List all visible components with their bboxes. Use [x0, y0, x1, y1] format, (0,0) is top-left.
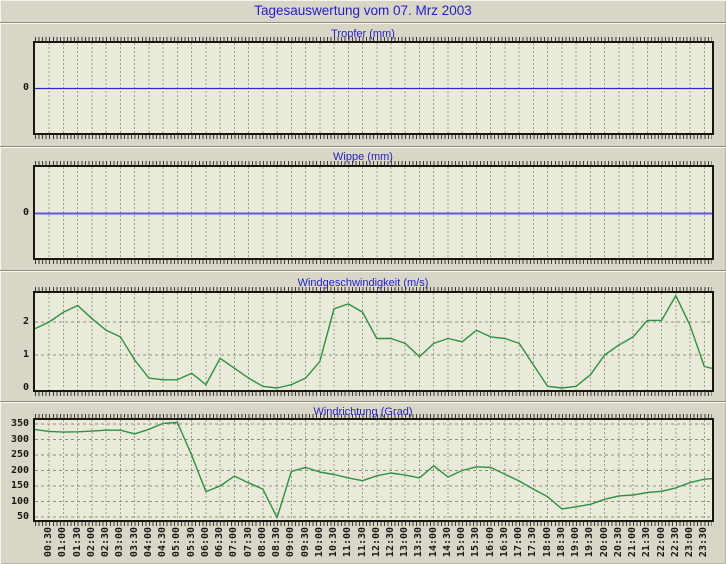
chart-canvas: [35, 167, 712, 258]
series-line: [35, 294, 712, 389]
axis-minor-ticks: [35, 522, 712, 526]
y-tick-label: 200: [10, 464, 29, 476]
axis-minor-ticks: [35, 392, 712, 396]
x-tick-label: 09:00: [285, 526, 297, 558]
divider: [0, 22, 726, 24]
x-tick-label: 17:00: [513, 526, 525, 558]
axis-minor-ticks: [35, 37, 712, 41]
x-tick-label: 20:00: [598, 526, 610, 558]
x-tick-label: 07:30: [242, 526, 254, 558]
x-tick-label: 11:00: [342, 526, 354, 558]
y-tick-label: 0: [22, 206, 29, 218]
x-tick-label: 12:00: [370, 526, 382, 558]
axis-minor-ticks: [35, 135, 712, 139]
chart-canvas: [35, 293, 712, 390]
y-tick-label: 0: [22, 382, 29, 393]
x-tick-label: 21:00: [627, 526, 639, 558]
x-tick-label: 00:30: [43, 526, 55, 558]
x-tick-label: 06:00: [199, 526, 211, 558]
x-tick-label: 06:30: [214, 526, 226, 558]
x-tick-label: 01:00: [57, 526, 69, 558]
x-tick-label: 11:30: [356, 526, 368, 558]
x-tick-label: 02:00: [85, 526, 97, 558]
x-tick-label: 15:00: [456, 526, 468, 558]
chart-canvas: [35, 43, 712, 133]
x-tick-label: 12:30: [385, 526, 396, 558]
x-tick-label: 19:00: [570, 526, 582, 558]
x-tick-label: 10:30: [328, 526, 340, 558]
x-tick-label: 20:30: [612, 526, 624, 558]
y-tick-label: 300: [10, 433, 29, 445]
x-tick-label: 10:00: [313, 526, 325, 558]
x-tick-label: 08:30: [271, 526, 283, 558]
x-tick-label: 08:00: [256, 526, 268, 558]
y-tick-label: 250: [10, 449, 29, 460]
x-tick-label: 19:30: [584, 526, 596, 558]
x-tick-label: 13:30: [413, 526, 425, 558]
page-title: Tagesauswertung vom 07. Mrz 2003: [254, 3, 472, 18]
axis-minor-ticks: [35, 414, 712, 418]
x-tick-label: 01:30: [71, 526, 83, 558]
divider: [0, 401, 726, 403]
x-tick-label: 05:00: [171, 526, 183, 558]
windrichtung-plot-area: [33, 418, 714, 522]
x-tick-label: 02:30: [100, 526, 112, 558]
wippe-plot-area: [33, 165, 714, 260]
x-tick-label: 04:00: [142, 526, 154, 558]
x-tick-label: 21:30: [641, 526, 653, 558]
x-tick-label: 23:00: [684, 526, 696, 558]
y-tick-label: 0: [22, 82, 29, 93]
axis-minor-ticks: [35, 287, 712, 291]
series-line: [35, 421, 712, 519]
x-tick-label: 17:30: [527, 526, 539, 558]
x-tick-label: 22:00: [655, 526, 667, 558]
x-tick-label: 03:00: [114, 526, 126, 558]
x-tick-label: 16:00: [484, 526, 496, 558]
x-tick-label: 18:00: [541, 526, 553, 558]
divider: [0, 270, 726, 272]
x-tick-label: 23:30: [698, 526, 710, 558]
chart-title-windgeschwindigkeit: Windgeschwindigkeit (m/s): [297, 277, 429, 289]
y-tick-label: 1: [22, 349, 29, 360]
y-tick-label: 350: [10, 418, 29, 429]
axis-minor-ticks: [35, 260, 712, 264]
divider: [0, 146, 726, 148]
chart-title-wippe: Wippe (mm): [333, 151, 393, 163]
x-tick-label: 05:30: [185, 526, 197, 558]
y-tick-label: 150: [10, 480, 29, 491]
y-tick-label: 100: [10, 495, 29, 507]
x-tick-label: 16:30: [498, 526, 510, 558]
axis-minor-ticks: [35, 161, 712, 165]
x-tick-label: 18:30: [555, 526, 567, 558]
chart-canvas: [35, 420, 712, 520]
x-tick-label: 03:30: [128, 526, 140, 558]
x-tick-label: 14:00: [427, 526, 439, 558]
x-tick-label: 14:30: [441, 526, 453, 558]
x-tick-label: 22:30: [669, 526, 681, 558]
windgeschwindigkeit-plot-area: [33, 291, 714, 392]
x-tick-label: 04:30: [157, 526, 169, 558]
x-tick-label: 07:00: [228, 526, 240, 558]
y-tick-label: 50: [16, 511, 29, 522]
tropfer-plot-area: [33, 41, 714, 135]
x-tick-label: 13:00: [399, 526, 411, 558]
y-tick-label: 2: [22, 316, 29, 327]
x-tick-label: 09:30: [299, 526, 311, 558]
x-tick-label: 15:30: [470, 526, 482, 558]
